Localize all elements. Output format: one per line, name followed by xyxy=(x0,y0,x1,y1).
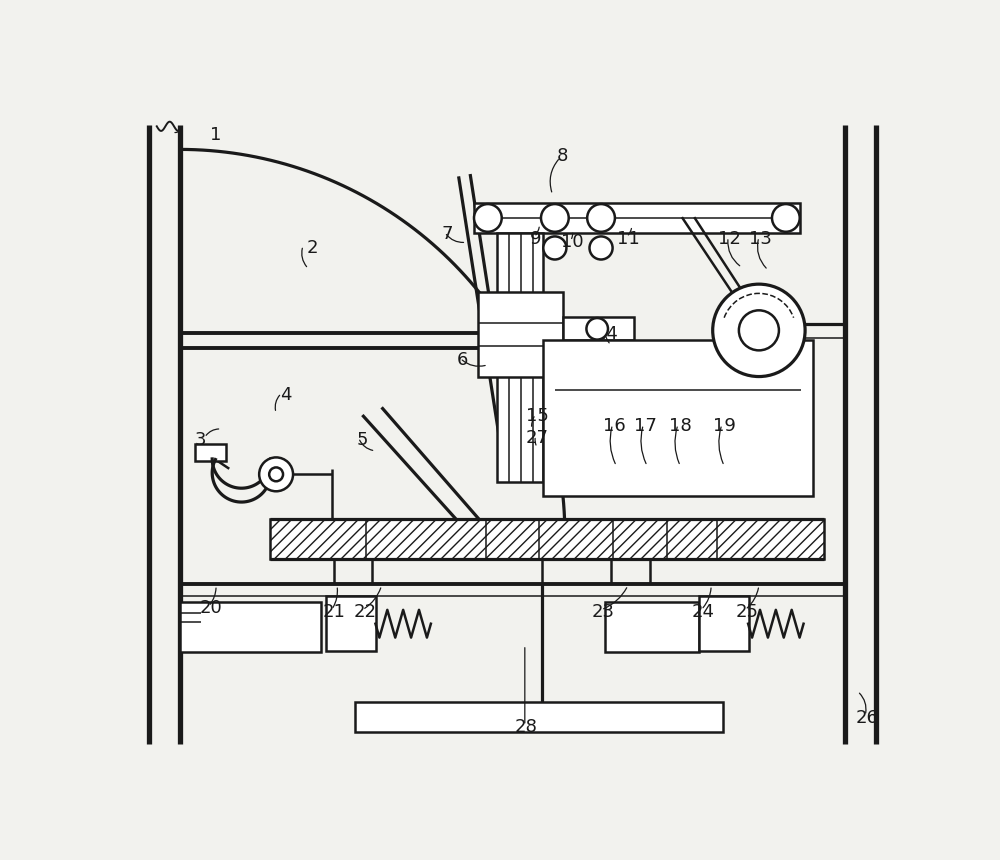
Bar xyxy=(355,703,723,732)
Text: 8: 8 xyxy=(557,147,568,165)
Text: 24: 24 xyxy=(692,603,715,621)
Circle shape xyxy=(586,318,608,340)
Bar xyxy=(497,232,543,482)
Bar xyxy=(699,596,749,651)
Bar xyxy=(180,602,321,652)
Text: 28: 28 xyxy=(515,718,538,736)
Text: 5: 5 xyxy=(357,431,368,449)
Circle shape xyxy=(587,204,615,232)
Text: 6: 6 xyxy=(457,351,468,369)
Text: 10: 10 xyxy=(561,233,584,251)
Circle shape xyxy=(259,458,293,491)
Text: 19: 19 xyxy=(713,417,736,435)
Text: 12: 12 xyxy=(718,230,741,248)
Bar xyxy=(474,203,800,232)
Text: 21: 21 xyxy=(322,603,345,621)
Text: 9: 9 xyxy=(530,230,541,248)
Circle shape xyxy=(541,204,569,232)
Text: 25: 25 xyxy=(736,603,759,621)
Text: 3: 3 xyxy=(195,431,206,449)
Circle shape xyxy=(739,310,779,350)
Circle shape xyxy=(590,237,613,260)
Text: 22: 22 xyxy=(353,603,376,621)
Text: 20: 20 xyxy=(199,599,222,617)
Bar xyxy=(326,596,376,651)
Bar xyxy=(605,602,699,652)
Text: 7: 7 xyxy=(441,225,453,243)
Text: 13: 13 xyxy=(749,230,772,248)
Text: 2: 2 xyxy=(307,238,318,256)
Text: 11: 11 xyxy=(617,230,639,248)
Text: 15: 15 xyxy=(526,407,549,425)
Bar xyxy=(478,292,563,377)
Text: 26: 26 xyxy=(855,709,878,727)
Text: 1: 1 xyxy=(210,126,222,144)
Circle shape xyxy=(543,237,566,260)
Bar xyxy=(270,519,824,559)
Text: 27: 27 xyxy=(526,428,549,446)
Circle shape xyxy=(269,468,283,482)
Text: 17: 17 xyxy=(634,417,656,435)
Bar xyxy=(543,341,813,496)
Text: 4: 4 xyxy=(280,385,291,403)
Circle shape xyxy=(713,284,805,377)
Circle shape xyxy=(772,204,800,232)
Text: 18: 18 xyxy=(669,417,692,435)
Text: 23: 23 xyxy=(592,603,615,621)
Text: 14: 14 xyxy=(595,324,618,342)
Bar xyxy=(195,445,226,461)
Text: 16: 16 xyxy=(603,417,626,435)
Bar xyxy=(563,317,634,341)
Circle shape xyxy=(474,204,502,232)
